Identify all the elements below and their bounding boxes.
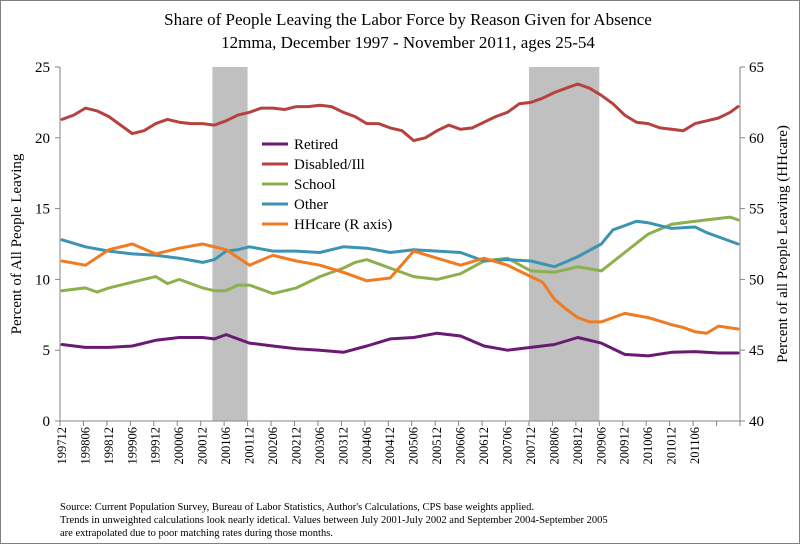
x-tick-label: 200206 [266, 427, 280, 465]
chart-subtitle: 12mma, December 1997 - November 2011, ag… [221, 33, 595, 52]
legend-label-disabled-ill: Disabled/Ill [294, 157, 365, 173]
series-line-retired [60, 331, 740, 358]
series-line-disabled-ill [60, 82, 740, 143]
x-tick-label: 200512 [430, 427, 444, 465]
x-tick-label: 200006 [172, 427, 186, 465]
series-lines [60, 82, 740, 358]
x-tick-label: 200306 [313, 427, 327, 465]
right-tick-label: 55 [749, 202, 764, 218]
x-tick-label: 200312 [336, 427, 350, 465]
left-axis-ticks: 0 5 10 15 20 25 [35, 60, 60, 430]
x-tick-label: 200112 [243, 427, 257, 464]
right-tick-label: 40 [749, 414, 764, 430]
source-note: Source: Current Population Survey, Burea… [60, 502, 608, 539]
x-tick-label: 200106 [219, 427, 233, 465]
x-tick-label: 200212 [289, 427, 303, 465]
legend-label-school: School [294, 177, 336, 193]
left-tick-label: 15 [35, 202, 50, 218]
x-tick-label: 200506 [407, 427, 421, 465]
left-tick-label: 20 [35, 131, 50, 147]
y2-axis-title: Percent of all People Leaving (HHcare) [775, 125, 791, 363]
right-axis-ticks: 40 45 50 55 60 65 [740, 60, 764, 430]
right-tick-label: 60 [749, 131, 764, 147]
x-tick-label: 200612 [477, 427, 491, 465]
x-axis-ticks: 199712 199806 199812 199906 199912 200006 2000… [55, 421, 741, 465]
series-line-school [60, 215, 740, 296]
right-tick-label: 65 [749, 60, 764, 76]
left-tick-label: 5 [43, 343, 51, 359]
left-tick-label: 25 [35, 60, 50, 76]
x-tick-label: 201012 [665, 427, 679, 465]
left-tick-label: 10 [35, 272, 50, 288]
x-tick-label: 199712 [55, 427, 69, 465]
x-tick-label: 200012 [196, 427, 210, 465]
x-tick-label: 199912 [149, 427, 163, 465]
source-note-line-3: are extrapolated due to poor matching ra… [60, 528, 333, 539]
x-tick-label: 200606 [454, 427, 468, 465]
y-axis-title: Percent of All People Leaving [9, 153, 25, 334]
legend-label-hhcare-r-axis: HHcare (R axis) [294, 217, 392, 233]
source-note-line-1: Source: Current Population Survey, Burea… [60, 502, 534, 513]
x-tick-label: 200712 [524, 427, 538, 465]
left-tick-label: 0 [43, 414, 51, 430]
x-tick-label: 200806 [547, 427, 561, 465]
x-tick-label: 200812 [571, 427, 585, 465]
x-tick-label: 200906 [594, 427, 608, 465]
right-tick-label: 45 [749, 343, 764, 359]
x-tick-label: 200406 [360, 427, 374, 465]
recession-band-2 [528, 67, 600, 421]
recession-bands [212, 67, 600, 421]
legend-label-other: Other [294, 197, 328, 213]
x-tick-label: 200412 [383, 427, 397, 465]
chart-title: Share of People Leaving the Labor Force … [164, 10, 652, 29]
legend: Retired Disabled/Ill School Other HHcare (R … [262, 137, 392, 233]
recession-band-1 [212, 67, 248, 421]
x-tick-label: 199906 [125, 427, 139, 465]
legend-label-retired: Retired [294, 137, 339, 153]
x-tick-label: 199806 [78, 427, 92, 465]
x-tick-label: 200706 [501, 427, 515, 465]
x-tick-label: 200912 [618, 427, 632, 465]
x-tick-label: 199812 [102, 427, 116, 465]
x-tick-label: 201106 [688, 427, 702, 464]
source-note-line-2: Trends in unweighted calculations look n… [60, 515, 608, 526]
series-line-hhcare-r-axis [60, 242, 740, 335]
right-tick-label: 50 [749, 272, 764, 288]
x-tick-label: 201006 [641, 427, 655, 465]
